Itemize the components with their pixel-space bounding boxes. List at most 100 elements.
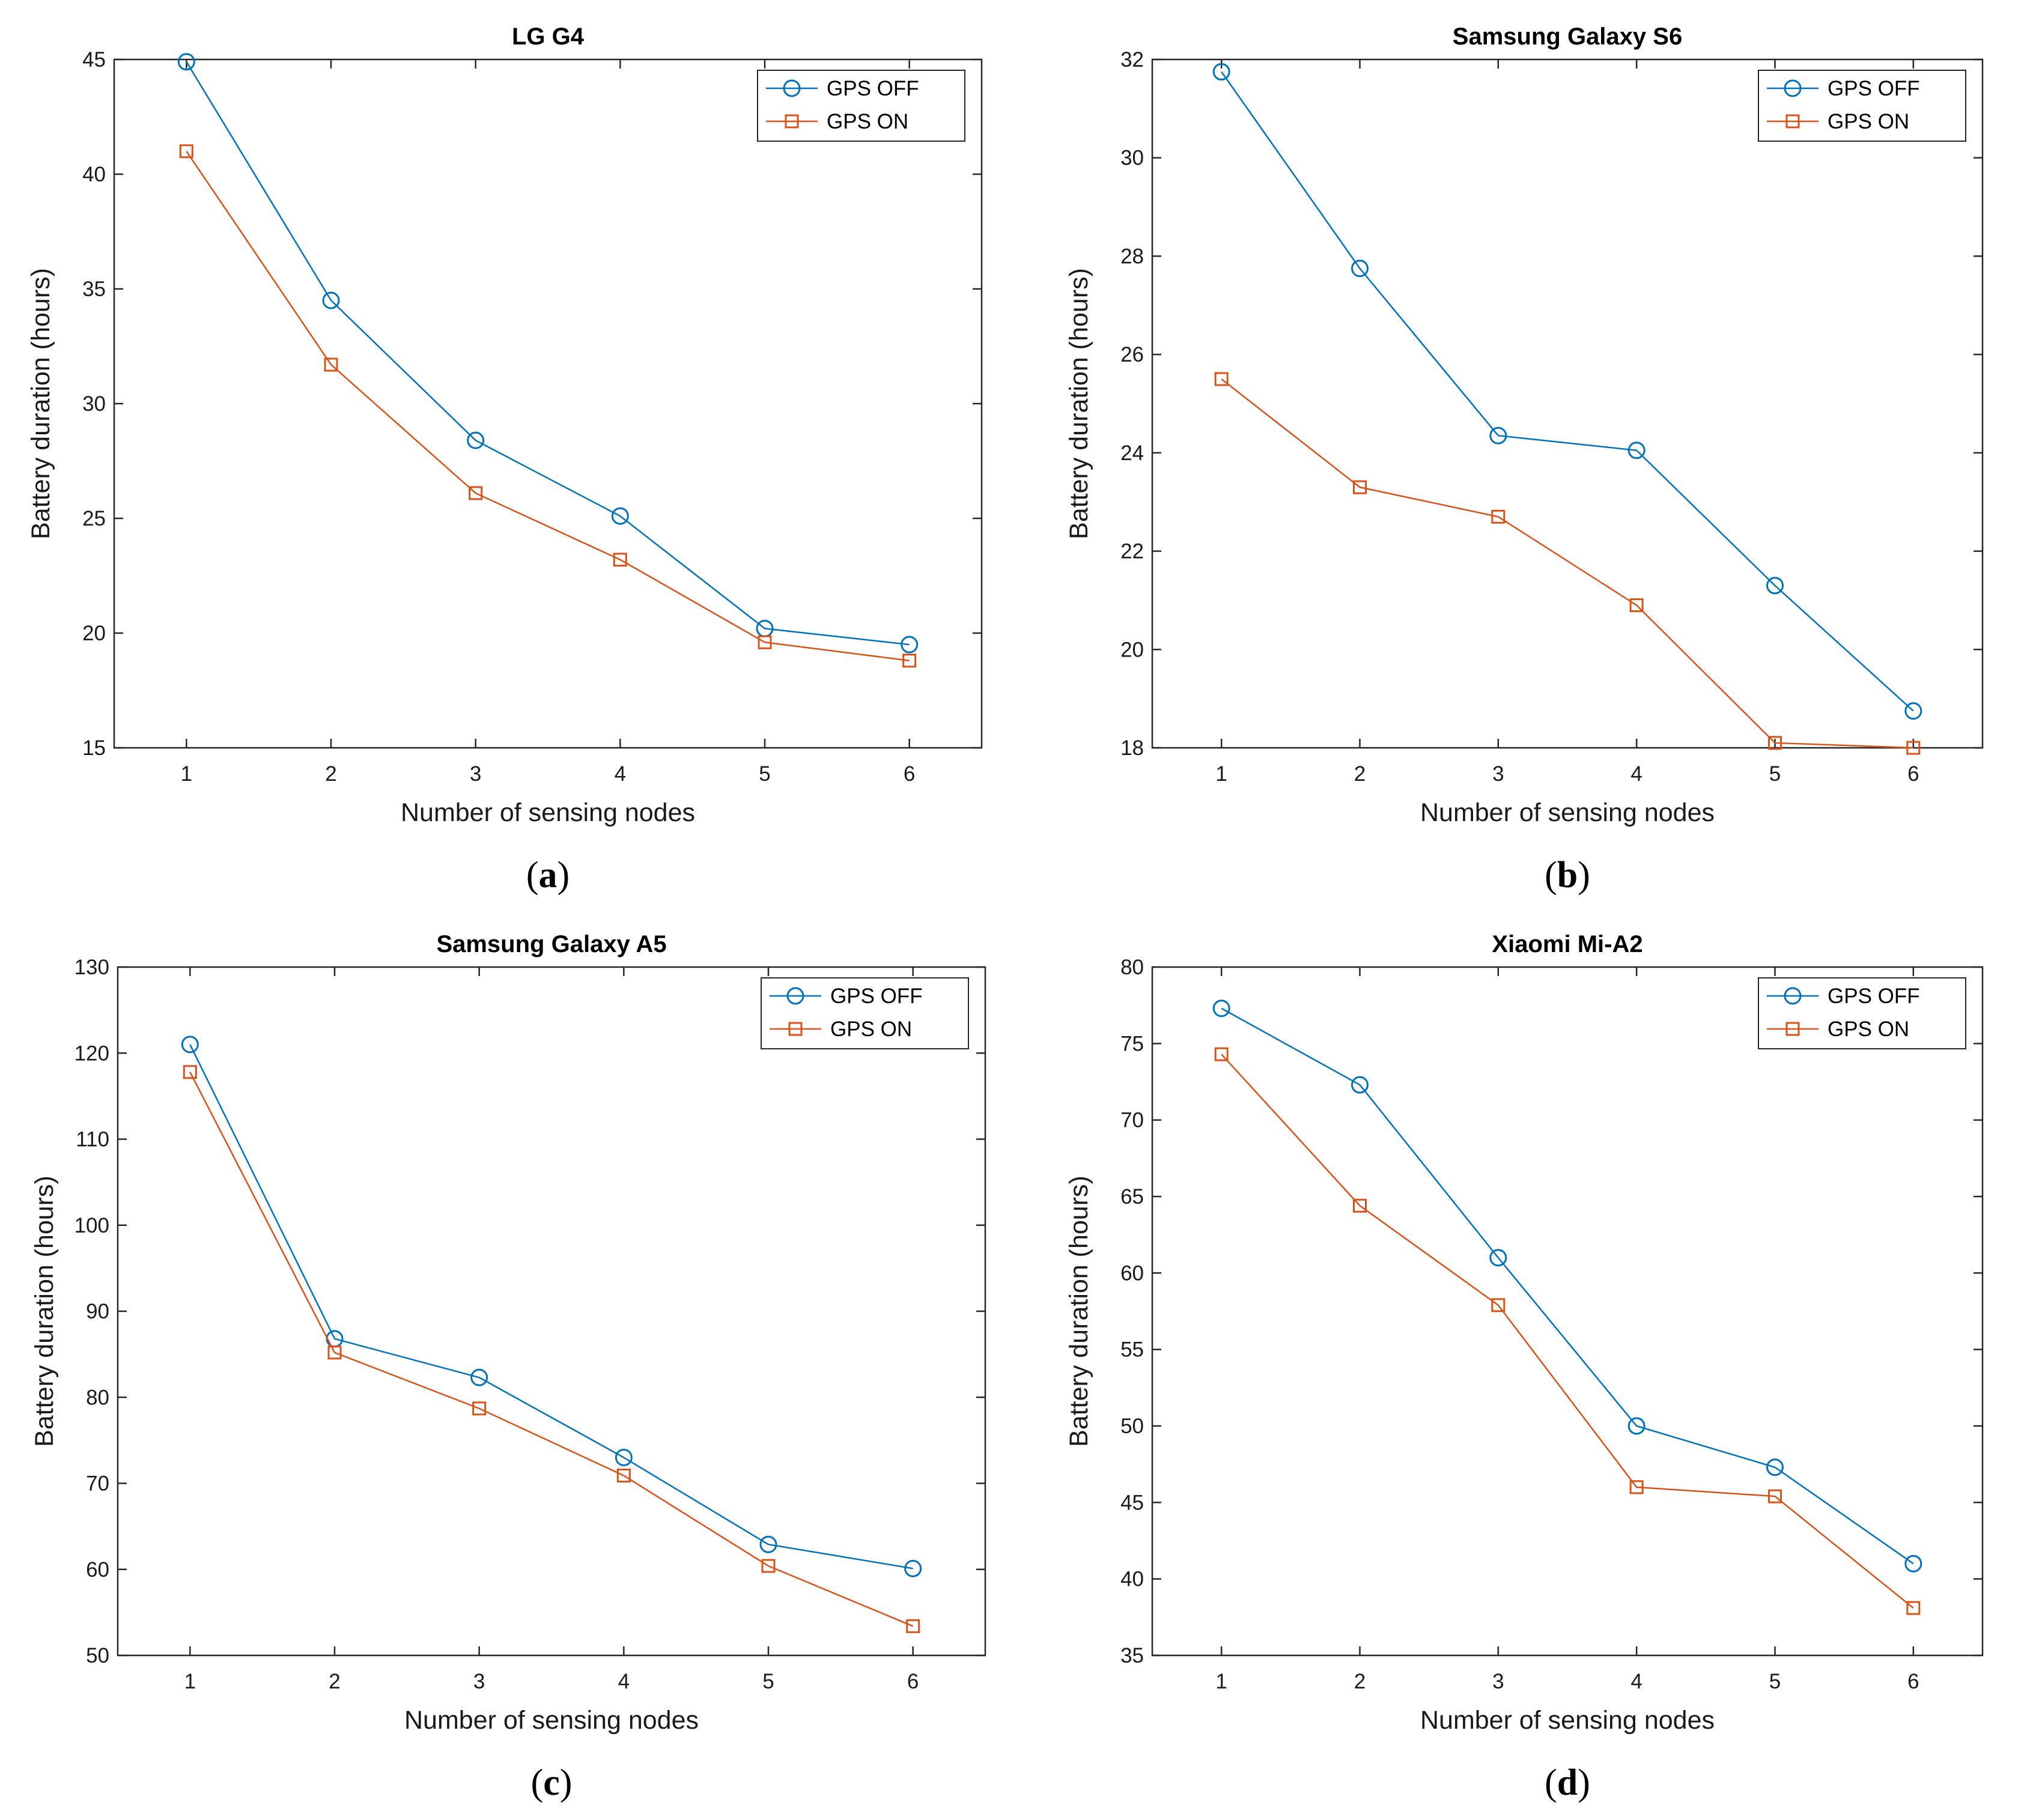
- series-line: [186, 151, 910, 662]
- series-line: [189, 1044, 913, 1570]
- data-point: [616, 1469, 631, 1483]
- data-point: [1212, 62, 1230, 80]
- y-axis-label: Battery duration (hours): [1065, 268, 1093, 539]
- series-gps-off: [1212, 999, 1922, 1573]
- series-gps-off: [177, 53, 919, 654]
- y-tick-label: 80: [86, 1386, 109, 1409]
- data-point: [901, 635, 919, 654]
- plot-area: [1151, 966, 1984, 1657]
- chart-c: 50 60 70 80 90 100 110 120 130 1 2 3 4 5 6 Samsung Gala…: [30, 931, 986, 1803]
- y-tick-label: 130: [74, 956, 109, 979]
- series-line: [189, 1072, 914, 1627]
- plot-area: [113, 58, 983, 749]
- x-tick-label: 5: [759, 762, 770, 786]
- legend-entry: GPS ON: [1828, 1018, 1909, 1041]
- series-gps-off: [1212, 62, 1922, 720]
- x-tick-label: 6: [907, 1670, 919, 1693]
- y-tick-label: 26: [1120, 343, 1144, 366]
- legend: GPS OFF GPS ON: [757, 70, 965, 142]
- data-point: [1906, 741, 1921, 755]
- y-tick-label: 30: [1120, 147, 1144, 170]
- x-tick-label: 6: [1907, 762, 1919, 786]
- series-line: [1221, 71, 1914, 712]
- y-tick-label: 45: [1120, 1491, 1144, 1514]
- data-point: [322, 291, 340, 309]
- data-point: [1768, 736, 1782, 750]
- series-gps-on: [179, 144, 917, 668]
- data-point: [1904, 702, 1922, 720]
- series-gps-off: [181, 1036, 922, 1577]
- x-tick-label: 2: [329, 1670, 340, 1693]
- legend-entry: GPS OFF: [830, 984, 923, 1008]
- series-line: [1221, 1007, 1914, 1565]
- y-tick-label: 22: [1120, 540, 1144, 563]
- legend-entry: GPS ON: [830, 1018, 912, 1041]
- y-tick-label: 30: [82, 392, 106, 416]
- data-point: [906, 1619, 920, 1633]
- y-tick-label: 70: [86, 1472, 109, 1496]
- x-tick-label: 3: [473, 1670, 485, 1693]
- y-tick-label: 25: [82, 507, 106, 530]
- data-point: [613, 553, 627, 567]
- data-point: [1904, 1555, 1922, 1573]
- y-tick-label: 40: [82, 163, 106, 186]
- y-tick-label: 20: [82, 622, 106, 645]
- legend-marker: [1784, 987, 1802, 1005]
- data-point: [1766, 577, 1784, 595]
- legend-box: [1758, 70, 1966, 142]
- y-tick-label: 110: [76, 1128, 109, 1151]
- chart-title: Xiaomi Mi-A2: [1492, 931, 1642, 957]
- chart-title: Samsung Galaxy S6: [1453, 23, 1682, 50]
- series-line: [186, 61, 910, 646]
- x-tick-label: 5: [1769, 762, 1781, 786]
- data-point: [1629, 1480, 1644, 1494]
- legend-entry: GPS OFF: [827, 77, 919, 100]
- y-tick-label: 65: [1120, 1185, 1144, 1209]
- y-tick-label: 100: [74, 1214, 109, 1237]
- series-line: [1221, 378, 1913, 749]
- x-tick-label: 1: [1215, 1670, 1227, 1693]
- panel-label: (c): [531, 1762, 573, 1803]
- x-tick-label: 3: [1492, 762, 1504, 786]
- data-point: [177, 53, 195, 71]
- data-point: [1491, 1298, 1506, 1312]
- y-axis-label: Battery duration (hours): [1065, 1175, 1093, 1447]
- panel-letter: b: [1557, 855, 1578, 896]
- y-tick-label: 55: [1120, 1338, 1144, 1362]
- data-point: [615, 1449, 633, 1467]
- panel-letter: d: [1557, 1762, 1578, 1803]
- legend-box: [1758, 977, 1966, 1049]
- y-tick-label: 75: [1120, 1032, 1144, 1055]
- data-point: [1214, 372, 1229, 386]
- x-tick-label: 4: [618, 1670, 630, 1693]
- data-point: [758, 635, 772, 649]
- plot-area: [117, 966, 986, 1657]
- x-axis-label: Number of sensing nodes: [404, 1706, 699, 1735]
- chart-b: 18 20 22 24 26 28 30 32 1 2 3 4 5 6 Samsung Galaxy S6 N…: [1065, 23, 1984, 896]
- y-tick-label: 40: [1120, 1568, 1144, 1591]
- series-gps-on: [183, 1065, 920, 1633]
- legend-marker: [788, 1022, 803, 1036]
- x-axis-label: Number of sensing nodes: [401, 798, 695, 827]
- y-tick-label: 32: [1120, 48, 1144, 71]
- data-point: [1489, 1249, 1507, 1267]
- legend-box: [761, 977, 969, 1049]
- legend-entry: GPS ON: [827, 110, 908, 133]
- y-tick-label: 50: [1120, 1415, 1144, 1438]
- data-point: [470, 1368, 488, 1386]
- legend-marker: [1785, 1022, 1800, 1036]
- y-tick-label: 20: [1120, 638, 1144, 661]
- legend-marker: [1785, 114, 1800, 129]
- x-tick-label: 1: [181, 762, 192, 786]
- x-axis-label: Number of sensing nodes: [1420, 1706, 1715, 1735]
- data-point: [759, 1535, 777, 1553]
- data-point: [1906, 1601, 1921, 1615]
- data-point: [1353, 480, 1367, 494]
- legend-marker: [785, 114, 799, 129]
- x-tick-label: 6: [904, 762, 915, 786]
- panel-letter: a: [539, 855, 558, 896]
- y-tick-label: 15: [82, 736, 106, 760]
- y-tick-label: 120: [74, 1042, 109, 1065]
